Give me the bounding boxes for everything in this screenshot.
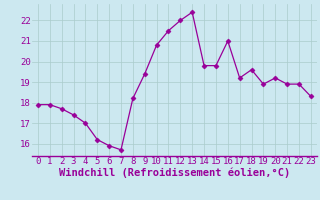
X-axis label: Windchill (Refroidissement éolien,°C): Windchill (Refroidissement éolien,°C) (59, 168, 290, 178)
